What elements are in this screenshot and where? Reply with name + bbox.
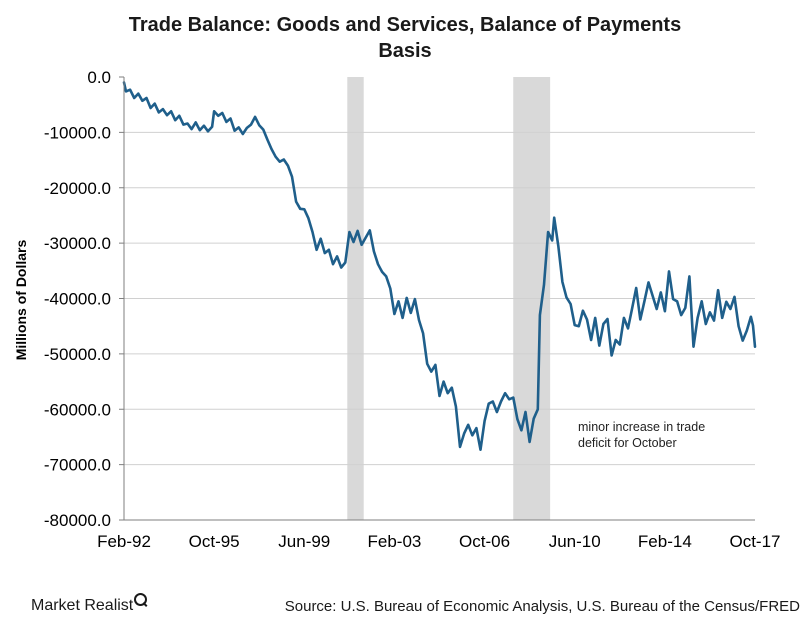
source-note: Source: U.S. Bureau of Economic Analysis… bbox=[284, 598, 800, 615]
magnifier-icon bbox=[134, 592, 148, 606]
x-tick-label: Jun-10 bbox=[549, 532, 601, 551]
y-tick-label: -60000.0 bbox=[44, 400, 111, 419]
annotation-line-1: minor increase in trade bbox=[578, 420, 705, 434]
logo-text: Market Realist bbox=[31, 597, 134, 614]
market-realist-logo: Market Realist bbox=[31, 592, 148, 615]
y-tick-label: -40000.0 bbox=[44, 290, 111, 309]
x-tick-label: Jun-99 bbox=[278, 532, 330, 551]
x-tick-label: Oct-06 bbox=[459, 532, 510, 551]
x-tick-label: Feb-14 bbox=[638, 532, 692, 551]
y-tick-label: 0.0 bbox=[87, 68, 111, 87]
axes bbox=[119, 76, 755, 521]
x-tick-label: Feb-03 bbox=[367, 532, 421, 551]
y-axis-label: Millions of Dollars bbox=[13, 240, 29, 361]
y-tick-label: -50000.0 bbox=[44, 345, 111, 364]
y-tick-label: -80000.0 bbox=[44, 511, 111, 530]
series-line-1 bbox=[122, 81, 757, 451]
y-gridlines bbox=[124, 131, 755, 521]
y-tick-label: -10000.0 bbox=[44, 123, 111, 142]
y-tick-label: -70000.0 bbox=[44, 456, 111, 475]
y-tick-label: -30000.0 bbox=[44, 234, 111, 253]
x-tick-label: Oct-17 bbox=[729, 532, 780, 551]
x-tick-labels: Feb-92 Oct-95 Jun-99 Feb-03 Oct-06 Jun-10 Feb-… bbox=[97, 532, 780, 551]
y-tick-labels: 0.0 -10000.0 -20000.0 -30000.0 -40000.0 -5000… bbox=[44, 68, 111, 530]
y-tick-label: -20000.0 bbox=[44, 179, 111, 198]
x-tick-label: Oct-95 bbox=[189, 532, 240, 551]
chart-title-line-1: Trade Balance: Goods and Services, Balan… bbox=[129, 14, 681, 36]
annotation-line-2: deficit for October bbox=[578, 436, 677, 450]
chart-title-line-2: Basis bbox=[378, 40, 431, 62]
series-layer bbox=[122, 81, 757, 451]
x-tick-label: Feb-92 bbox=[97, 532, 151, 551]
